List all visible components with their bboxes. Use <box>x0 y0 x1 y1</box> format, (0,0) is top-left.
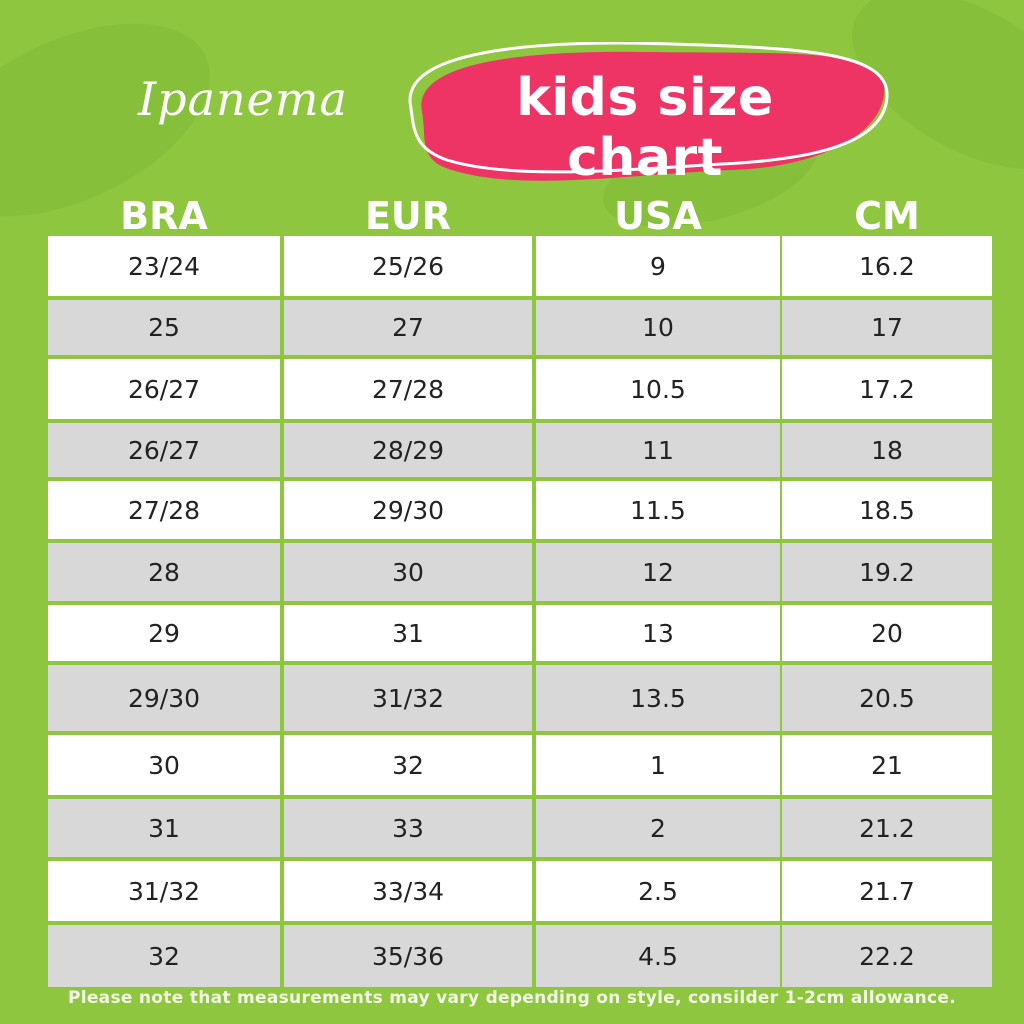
table-cell: 19.2 <box>782 543 992 601</box>
table-cell: 27/28 <box>284 359 532 419</box>
brand-logo: Ipanema <box>138 72 348 126</box>
table-cell: 33/34 <box>284 861 532 921</box>
table-cell: 25/26 <box>284 236 532 296</box>
column-header-cm: CM <box>854 194 920 238</box>
table-cell: 27 <box>284 300 532 355</box>
table-cell: 31/32 <box>284 665 532 731</box>
table-cell: 28/29 <box>284 423 532 477</box>
table-cell: 30 <box>284 543 532 601</box>
table-cell: 16.2 <box>782 236 992 296</box>
table-cell: 18 <box>782 423 992 477</box>
table-cell: 29 <box>48 605 280 661</box>
table-cell: 21.7 <box>782 861 992 921</box>
table-cell: 25 <box>48 300 280 355</box>
table-cell: 4.5 <box>536 925 780 987</box>
table-cell: 10.5 <box>536 359 780 419</box>
table-cell: 31/32 <box>48 861 280 921</box>
table-cell: 13 <box>536 605 780 661</box>
table-cell: 28 <box>48 543 280 601</box>
table-cell: 29/30 <box>284 481 532 539</box>
table-cell: 31 <box>48 799 280 857</box>
table-cell: 35/36 <box>284 925 532 987</box>
table-cell: 31 <box>284 605 532 661</box>
table-cell: 23/24 <box>48 236 280 296</box>
column-header-bra: BRA <box>120 194 208 238</box>
table-cell: 17.2 <box>782 359 992 419</box>
table-cell: 32 <box>284 735 532 795</box>
table-cell: 2.5 <box>536 861 780 921</box>
footnote: Please note that measurements may vary d… <box>67 988 957 1008</box>
table-cell: 29/30 <box>48 665 280 731</box>
table-cell: 17 <box>782 300 992 355</box>
title-badge-shape <box>408 42 889 181</box>
table-cell: 21 <box>782 735 992 795</box>
table-cell: 22.2 <box>782 925 992 987</box>
table-cell: 12 <box>536 543 780 601</box>
table-cell: 32 <box>48 925 280 987</box>
table-cell: 13.5 <box>536 665 780 731</box>
table-cell: 9 <box>536 236 780 296</box>
chart-title: kids size chart <box>516 68 774 188</box>
table-cell: 33 <box>284 799 532 857</box>
column-header-usa: USA <box>614 194 702 238</box>
table-cell: 21.2 <box>782 799 992 857</box>
table-cell: 1 <box>536 735 780 795</box>
table-cell: 11.5 <box>536 481 780 539</box>
table-cell: 26/27 <box>48 423 280 477</box>
table-cell: 20.5 <box>782 665 992 731</box>
table-cell: 20 <box>782 605 992 661</box>
table-cell: 18.5 <box>782 481 992 539</box>
table-cell: 10 <box>536 300 780 355</box>
size-table: 23/24 25/26 9 16.2 25 27 10 17 26/27 27/28 10.5 17.… <box>48 236 992 987</box>
column-header-eur: EUR <box>364 194 452 238</box>
table-cell: 30 <box>48 735 280 795</box>
table-cell: 26/27 <box>48 359 280 419</box>
table-cell: 27/28 <box>48 481 280 539</box>
table-cell: 11 <box>536 423 780 477</box>
table-cell: 2 <box>536 799 780 857</box>
